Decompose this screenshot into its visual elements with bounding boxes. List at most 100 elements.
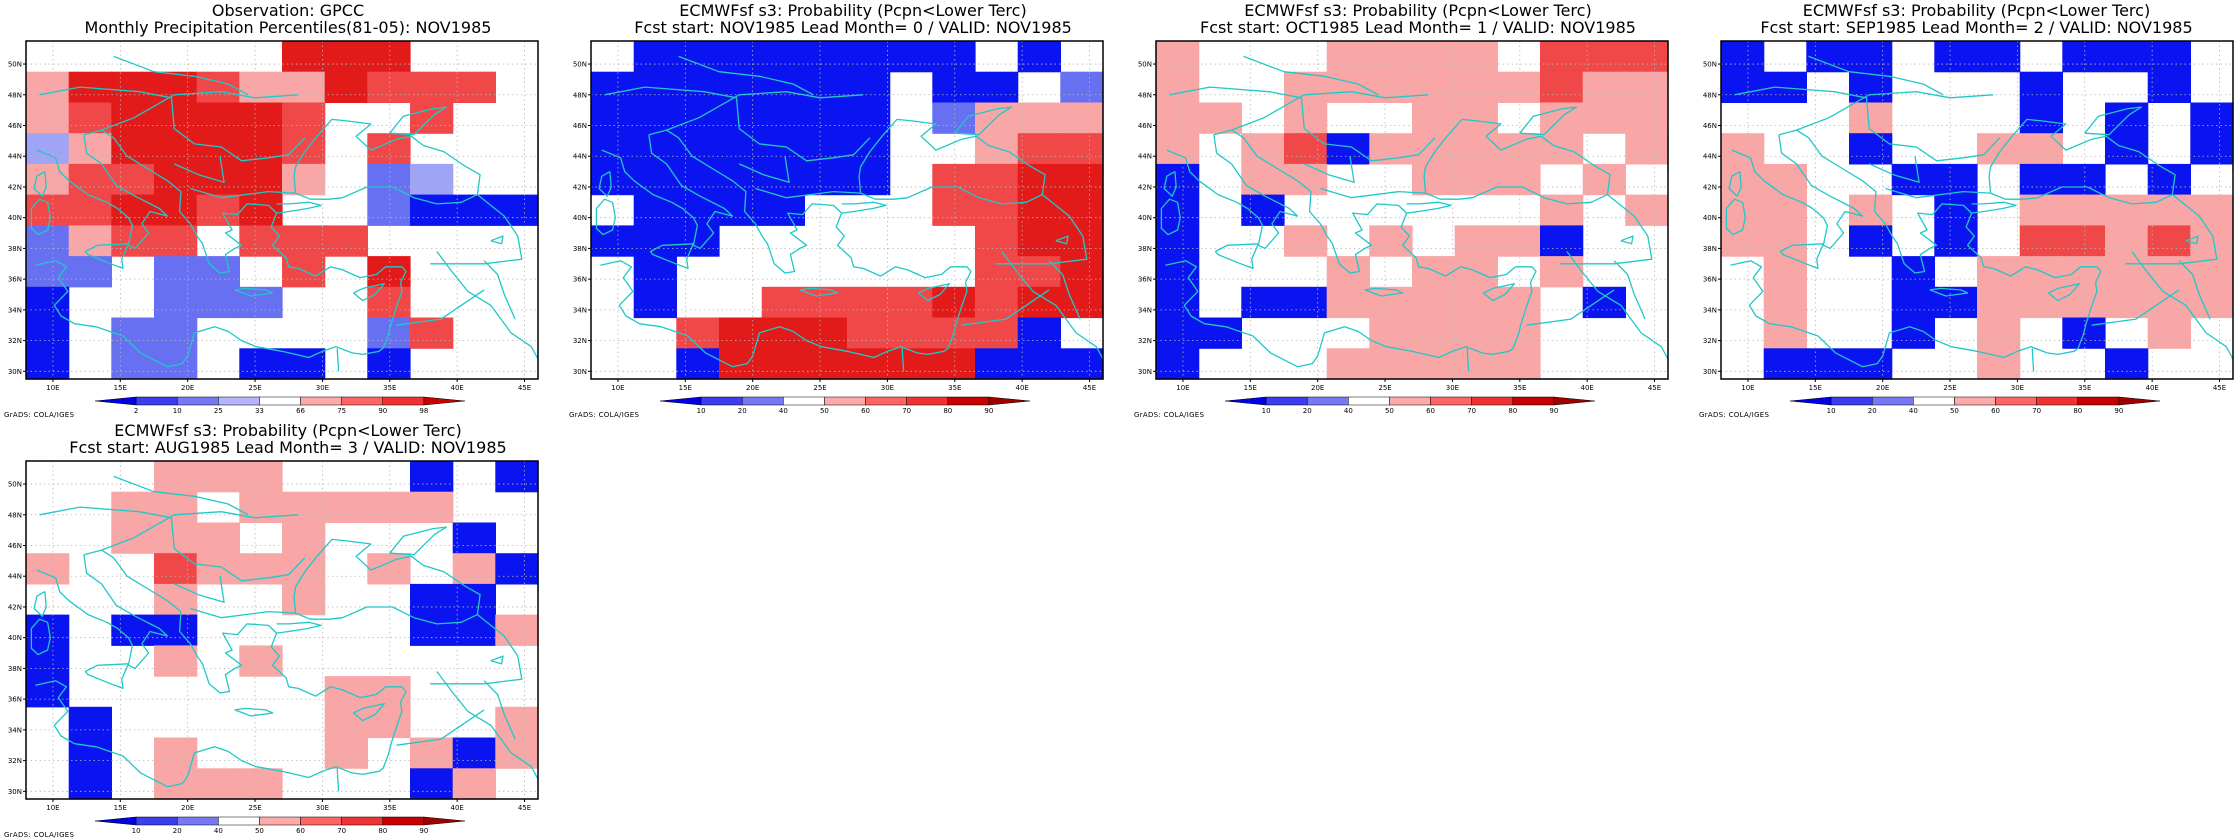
- grid-cell: [1369, 286, 1413, 319]
- latitude-labels: 50N 48N 46N 44N 42N 40N 38N 36N 34N 32N 30N: [1138, 61, 1156, 376]
- grid-cell: [239, 491, 283, 523]
- legend-label: 10: [132, 827, 141, 835]
- grid-cell: [282, 102, 326, 134]
- lat-tick-label: 48N: [1703, 91, 1717, 99]
- grid-cell: [1540, 133, 1584, 165]
- legend-label: 66: [296, 407, 305, 415]
- legend-label: 70: [902, 407, 911, 415]
- grid-cell: [2190, 102, 2234, 134]
- coastline: [2031, 348, 2035, 372]
- coastline: [113, 475, 249, 516]
- grid-cell: [1977, 317, 2021, 349]
- coastline: [1169, 86, 1436, 162]
- grid-cell: [1454, 71, 1498, 103]
- lat-tick-label: 32N: [8, 337, 22, 345]
- grid-cell: [1284, 225, 1328, 257]
- grid-cell: [1540, 225, 1584, 257]
- grid-cell: [2062, 225, 2106, 257]
- coastline: [276, 201, 322, 214]
- grid-cell: [1017, 194, 1061, 226]
- lon-tick-label: 45E: [518, 804, 531, 812]
- lat-tick-label: 48N: [573, 91, 587, 99]
- lon-tick-label: 35E: [948, 384, 961, 392]
- legend-label: 60: [1426, 407, 1435, 415]
- grid-cell: [1934, 163, 1978, 196]
- lat-tick-label: 46N: [8, 542, 22, 550]
- coastline: [1166, 134, 1299, 250]
- legend-label: 70: [1467, 407, 1476, 415]
- grid-cell: [804, 317, 848, 349]
- lon-tick-label: 20E: [1876, 384, 1889, 392]
- coastline: [1160, 198, 1181, 236]
- coastline: [648, 129, 756, 225]
- lat-tick-label: 38N: [573, 245, 587, 253]
- lon-tick-label: 45E: [518, 384, 531, 392]
- coastlines: [1160, 55, 1669, 380]
- grid-cell: [719, 163, 763, 196]
- grid-cell: [410, 768, 454, 800]
- grid-cell: [1369, 41, 1413, 73]
- legend-swatch: [423, 816, 466, 826]
- map-panel-lead3: ECMWFsf s3: Probability (Pcpn<Lower Terc…: [0, 420, 560, 840]
- grid-cell: [1849, 225, 1893, 257]
- grid-cell: [68, 225, 112, 257]
- coastline: [190, 607, 296, 619]
- grid-cell: [1849, 348, 1893, 380]
- lat-tick-label: 30N: [1138, 368, 1152, 376]
- grid-cell: [1156, 163, 1200, 196]
- legend-label: 60: [1991, 407, 2000, 415]
- probability-cells: [26, 461, 539, 800]
- coastline: [1317, 282, 1533, 359]
- grid-cell: [2147, 317, 2191, 349]
- grid-cell: [26, 286, 70, 319]
- coastline: [755, 187, 861, 199]
- grid-cell: [591, 163, 635, 196]
- panel-title-line2: Monthly Precipitation Percentiles(81-05)…: [84, 18, 492, 37]
- grid-cell: [68, 256, 112, 288]
- grid-cell: [452, 737, 496, 769]
- grid-cell: [1412, 256, 1456, 288]
- legend-swatch: [300, 396, 342, 406]
- legend-label: 10: [173, 407, 182, 415]
- map-frame: [1155, 40, 1669, 380]
- coastline: [841, 201, 887, 214]
- grid-cell: [719, 41, 763, 73]
- grid-cell: [1369, 317, 1413, 349]
- legend-label: 20: [738, 407, 747, 415]
- grid-cell: [452, 522, 496, 554]
- coastline: [101, 91, 299, 131]
- grid-cell: [452, 614, 496, 646]
- coastline: [1320, 187, 1426, 199]
- lat-tick-label: 34N: [1703, 306, 1717, 314]
- grid-cell: [2190, 256, 2234, 288]
- legend-swatch: [2077, 396, 2120, 406]
- legend-swatch: [824, 396, 866, 406]
- legend-swatch: [1265, 396, 1308, 406]
- legend-label: 40: [1344, 407, 1353, 415]
- grid-cell: [324, 41, 368, 73]
- lat-tick-label: 36N: [1703, 276, 1717, 284]
- map-panel-lead1: ECMWFsf s3: Probability (Pcpn<Lower Terc…: [1130, 0, 1690, 420]
- grid-cell: [154, 645, 198, 677]
- grid-cell: [1454, 317, 1498, 349]
- coastline: [1725, 198, 1746, 236]
- coastline: [1965, 212, 2102, 283]
- grid-cell: [154, 133, 198, 165]
- grid-cell: [410, 583, 454, 616]
- grid-cell: [324, 225, 368, 257]
- grid-cell: [2147, 286, 2191, 319]
- grid-cell: [26, 194, 70, 226]
- grid-cell: [804, 102, 848, 134]
- grid-cell: [111, 317, 155, 349]
- grid-cell: [1284, 163, 1328, 196]
- grid-cell: [719, 133, 763, 165]
- coastline: [33, 171, 47, 197]
- lon-tick-label: 45E: [2213, 384, 2226, 392]
- coastline: [234, 287, 274, 297]
- grid-cell: [1326, 286, 1370, 319]
- map-panel-observation: Observation: GPCC Monthly Precipitation …: [0, 0, 560, 420]
- coastline: [490, 235, 504, 245]
- lat-tick-label: 34N: [1138, 306, 1152, 314]
- grid-cell: [676, 348, 720, 380]
- grid-cell: [975, 71, 1019, 103]
